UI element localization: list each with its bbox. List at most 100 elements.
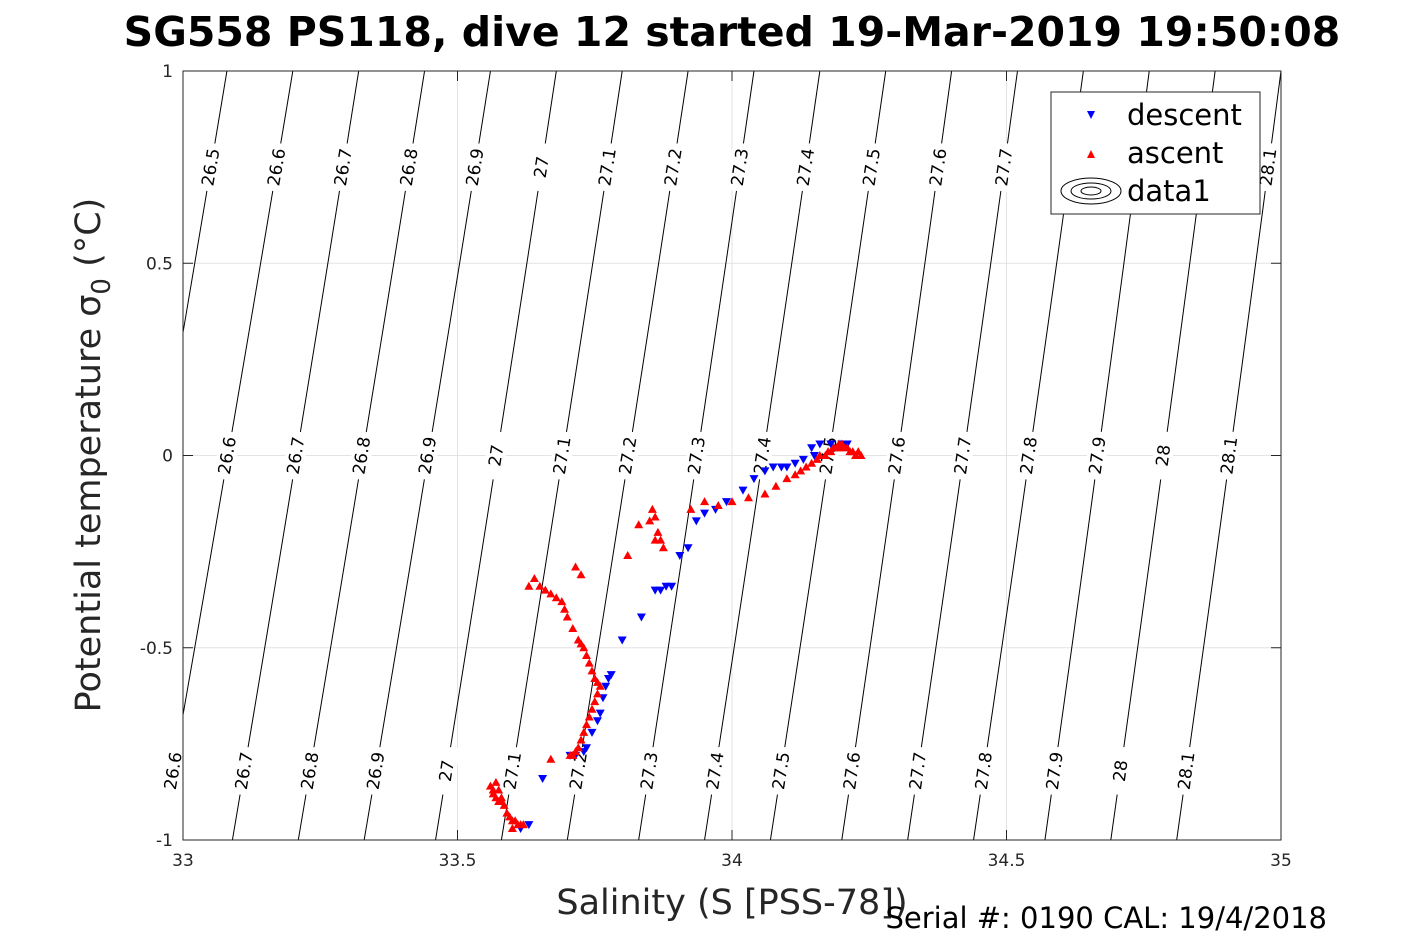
ascent-point bbox=[576, 735, 586, 744]
contour-label-text: 28 bbox=[1153, 444, 1176, 468]
contour-label-background bbox=[230, 745, 258, 797]
descent-point bbox=[656, 586, 666, 595]
ascent-point bbox=[686, 504, 696, 513]
ascent-point bbox=[653, 527, 663, 536]
contour-label-background bbox=[682, 430, 710, 481]
contour-label-background bbox=[635, 745, 663, 797]
y-axis-label-unit: (°C) bbox=[69, 198, 109, 278]
density-contour-label: 26.6 bbox=[262, 141, 290, 193]
contour-label-background bbox=[904, 745, 931, 796]
density-contour-label: 26.9 bbox=[361, 745, 389, 797]
descent-point bbox=[749, 475, 759, 484]
legend-ascent-label: ascent bbox=[1127, 136, 1223, 170]
density-contour-label: 28.1 bbox=[1254, 141, 1281, 193]
ascent-point bbox=[650, 535, 660, 544]
ascent-point bbox=[658, 543, 668, 552]
ascent-point bbox=[568, 624, 578, 633]
density-contour-label: 26.8 bbox=[395, 141, 423, 193]
footer-serial-cal: Serial #: 0190 CAL: 19/4/2018 bbox=[885, 901, 1327, 935]
ascent-point bbox=[713, 500, 723, 509]
y-axis-label-main: Potential temperature σ bbox=[69, 295, 109, 713]
density-contour-label: 28 bbox=[1107, 745, 1134, 796]
descent-point bbox=[782, 463, 792, 472]
descent-point bbox=[601, 682, 611, 691]
x-axis-label: Salinity (S [PSS-78]) bbox=[556, 883, 907, 923]
descent-point bbox=[807, 444, 817, 453]
x-tick-label: 34 bbox=[721, 851, 743, 871]
density-contour-label: 27.8 bbox=[1015, 430, 1042, 481]
ascent-point bbox=[590, 674, 600, 683]
ascent-point bbox=[837, 439, 847, 448]
contour-label-background bbox=[196, 141, 225, 193]
contour-label-background bbox=[482, 430, 510, 481]
density-contour-label: 27 bbox=[432, 745, 461, 797]
contour-label-background bbox=[329, 141, 357, 193]
contour-label-text: 27 bbox=[531, 155, 554, 179]
ascent-point bbox=[760, 489, 770, 498]
ascent-point bbox=[507, 823, 517, 832]
ascent-point bbox=[518, 820, 528, 829]
ascent-point bbox=[551, 593, 561, 602]
legend-ascent-marker bbox=[1087, 150, 1095, 158]
descent-point bbox=[760, 467, 770, 476]
ascent-point bbox=[557, 597, 567, 606]
y-axis-label-subscript: 0 bbox=[87, 278, 117, 295]
density-contour-label: 27.7 bbox=[949, 430, 976, 481]
y-tick-label: 0.5 bbox=[146, 254, 173, 274]
contour-label-background bbox=[767, 745, 795, 797]
contour-label-background bbox=[527, 141, 555, 193]
x-tick-label: 35 bbox=[1270, 851, 1292, 871]
ascent-point bbox=[584, 658, 594, 667]
ascent-point bbox=[535, 581, 545, 590]
ascent-point bbox=[573, 635, 583, 644]
y-tick-label: -0.5 bbox=[140, 639, 173, 659]
ascent-point bbox=[496, 793, 506, 802]
ascent-point bbox=[582, 650, 592, 659]
ascent-point bbox=[650, 512, 660, 521]
descent-point bbox=[524, 821, 534, 830]
descent-point bbox=[675, 551, 685, 560]
density-contour-label: 26.9 bbox=[460, 141, 489, 193]
contour-label-background bbox=[395, 141, 423, 193]
contour-label-background bbox=[1041, 745, 1068, 796]
density-contour-label: 28.1 bbox=[1172, 745, 1200, 796]
y-axis-label: Potential temperature σ0 (°C) bbox=[69, 198, 117, 713]
density-contour-label: 27.5 bbox=[857, 141, 885, 193]
ascent-point bbox=[790, 470, 800, 479]
ascent-point bbox=[727, 497, 737, 506]
contour-label-background bbox=[970, 745, 997, 796]
descent-point bbox=[768, 463, 778, 472]
descent-point bbox=[636, 613, 646, 622]
ascent-point bbox=[796, 466, 806, 475]
density-contour-label: 27.1 bbox=[548, 430, 576, 481]
ascent-point bbox=[623, 550, 633, 559]
legend-data1-label: data1 bbox=[1127, 174, 1211, 208]
legend: descent ascent data1 bbox=[1050, 91, 1261, 215]
descent-point bbox=[606, 671, 616, 680]
contour-label-background bbox=[213, 430, 241, 481]
contour-label-background bbox=[548, 430, 576, 481]
density-contour-label: 26.7 bbox=[281, 430, 310, 481]
descent-point bbox=[790, 459, 800, 468]
descent-point bbox=[809, 452, 819, 460]
descent-point bbox=[738, 486, 748, 495]
x-axis-ticks: 33 33.5 34 34.5 35 bbox=[172, 71, 1292, 871]
x-tick-label: 33.5 bbox=[439, 851, 477, 871]
legend-descent-label: descent bbox=[1127, 98, 1242, 132]
ascent-point bbox=[524, 581, 534, 590]
ascent-series bbox=[485, 439, 866, 832]
ascent-point bbox=[546, 589, 556, 598]
density-contour-label: 27.8 bbox=[970, 745, 997, 796]
contour-label-background bbox=[791, 141, 819, 193]
ascent-point bbox=[560, 604, 570, 613]
contour-label-background bbox=[281, 430, 310, 481]
contour-label-background bbox=[1172, 745, 1200, 796]
ascent-point bbox=[782, 474, 792, 483]
density-contour-label: 27.7 bbox=[904, 745, 931, 796]
ascent-point bbox=[645, 516, 655, 525]
density-contour-label: 27.2 bbox=[659, 141, 687, 193]
ascent-point bbox=[587, 704, 597, 713]
ascent-point bbox=[590, 697, 600, 706]
descent-point bbox=[691, 517, 701, 526]
x-tick-label: 33 bbox=[172, 851, 194, 871]
